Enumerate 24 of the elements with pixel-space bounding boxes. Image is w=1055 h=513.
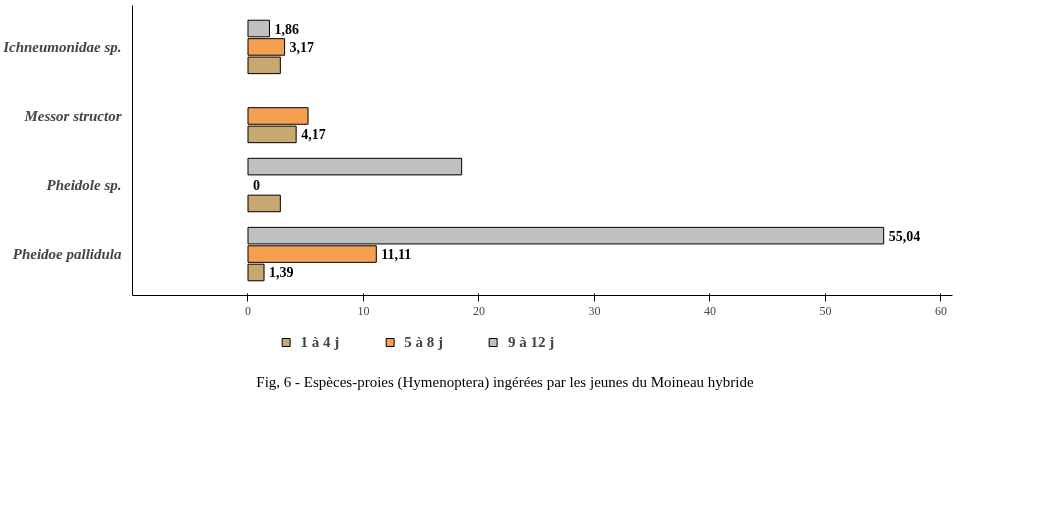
bar [247,157,463,176]
data-label: 4,17 [301,127,326,143]
x-tick-label: 60 [934,303,947,318]
x-tick-label: 50 [819,303,832,318]
x-tick-label: 20 [472,303,485,318]
x-tick-label: 30 [588,303,601,318]
x-tick-label: 10 [357,303,370,318]
data-label: 1,39 [269,265,294,281]
legend-label: 5 à 8 j [404,333,444,351]
y-tick-label: Pheidole sp. [46,177,122,194]
data-label: 0 [252,178,260,194]
data-label: 1,86 [274,21,299,37]
data-label: 11,11 [381,247,412,263]
legend-label: 1 à 4 j [300,333,340,351]
x-tick-label: 40 [703,303,716,318]
y-tick-label: Ichneumonidae sp. [2,38,122,55]
data-label: 3,17 [289,39,315,55]
y-tick-label: Messor structor [23,107,122,124]
x-tick-label: 0 [244,303,251,318]
legend-label: 9 à 12 j [508,333,555,351]
y-tick-label: Pheidoe pallidula [12,246,122,263]
bar [247,194,281,213]
data-label: 55,04 [888,228,921,244]
text: Fig, 6 - Espèces-proies (Hymenoptera) ingérées par les jeunes du Moineau hybride [256,373,754,392]
